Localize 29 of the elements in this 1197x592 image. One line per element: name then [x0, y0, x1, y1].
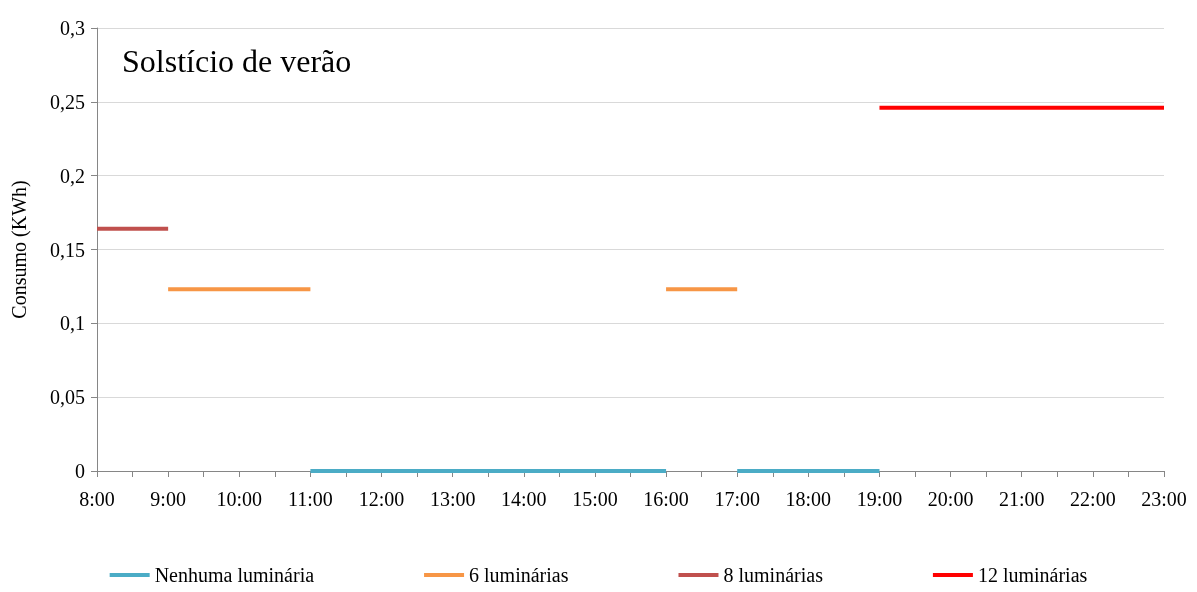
- legend-label: 6 luminárias: [469, 564, 569, 586]
- text: Solstício de verão: [122, 43, 352, 79]
- x-tick-label: 9:00: [150, 488, 186, 510]
- legend-label: Nenhuma luminária: [154, 564, 315, 586]
- y-axis-title: Consumo (KWh): [8, 180, 31, 319]
- x-tick-label: 8:00: [79, 488, 115, 510]
- x-tick-label: 15:00: [572, 488, 618, 510]
- x-tick-label: 16:00: [643, 488, 689, 510]
- x-tick-label: 10:00: [216, 488, 263, 510]
- x-tick-label: 14:00: [501, 488, 547, 510]
- x-tick-label: 22:00: [1070, 488, 1116, 510]
- y-tick-label: 0: [75, 460, 85, 482]
- x-tick-label: 18:00: [785, 488, 832, 510]
- y-tick-label: 0,05: [50, 386, 85, 409]
- x-tick-label: 13:00: [429, 488, 476, 510]
- x-tick-label: 19:00: [856, 488, 903, 510]
- y-tick-label: 0,2: [60, 164, 85, 187]
- y-tick-label: 0,15: [50, 238, 85, 261]
- x-tick-label: 12:00: [358, 488, 405, 510]
- y-tick-label: 0,25: [50, 90, 85, 113]
- x-tick-label: 17:00: [714, 488, 760, 510]
- x-tick-label: 23:00: [1141, 488, 1187, 510]
- legend-label: 8 luminárias: [723, 564, 824, 586]
- legend-label: 12 luminárias: [977, 564, 1088, 586]
- y-tick-label: 0,1: [60, 312, 85, 335]
- y-tick-label: 0,3: [60, 17, 85, 39]
- x-tick-label: 20:00: [927, 488, 974, 510]
- x-tick-label: 11:00: [287, 488, 333, 510]
- x-tick-label: 21:00: [998, 488, 1045, 510]
